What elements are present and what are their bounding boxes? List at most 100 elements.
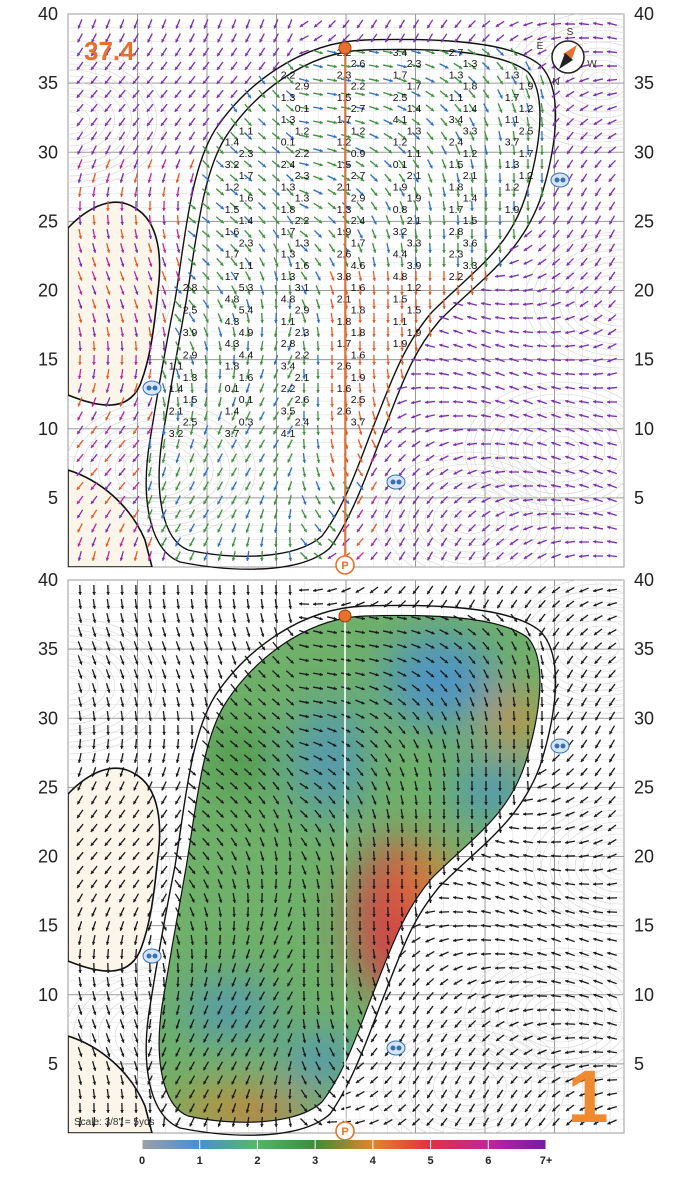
slope-value: 4.1	[393, 114, 408, 126]
slope-value: 1.5	[337, 159, 352, 171]
y-tick-label: 40	[634, 4, 654, 24]
slope-value: 1.3	[281, 114, 296, 126]
slope-value: 2.2	[295, 148, 310, 160]
slope-value: 2.6	[295, 394, 310, 406]
slope-value: 2.1	[463, 170, 478, 182]
slope-value: 0.1	[295, 103, 310, 115]
bottom-sprinkler-icon-right	[550, 738, 570, 754]
slope-value: 2.3	[295, 327, 310, 339]
slope-value: 3.1	[295, 282, 310, 294]
top-y-axis-right: 5 10 15 20 25 30 35 40	[634, 4, 654, 508]
y-tick-label: 35	[634, 639, 654, 659]
bottom-sprinkler-icon-left	[142, 948, 162, 964]
y-tick-label: 5	[634, 488, 644, 508]
slope-value: 2.5	[183, 417, 198, 429]
slope-value: 2.4	[281, 159, 296, 171]
slope-value: 1.8	[225, 361, 240, 373]
slope-value: 2.7	[351, 170, 366, 182]
slope-value: 2.3	[337, 69, 352, 81]
slope-value: 3.4	[393, 47, 408, 59]
slope-value: 1.5	[393, 293, 408, 305]
slope-value: 3.2	[225, 159, 240, 171]
compass-icon: S W E N	[537, 27, 598, 88]
slope-value: 1.6	[337, 383, 352, 395]
slope-value: 1.2	[393, 137, 408, 149]
bottom-panel: P Scale: 3/8" = 5yds 1	[67, 579, 625, 1141]
y-tick-label: 25	[38, 211, 58, 231]
y-tick-label: 40	[38, 4, 58, 24]
slope-value: 1.8	[281, 204, 296, 216]
slope-value: 0.8	[393, 204, 408, 216]
scale-label: Scale: 3/8" = 5yds	[74, 1117, 155, 1128]
bottom-sprinkler-icon-bottom	[386, 1040, 406, 1056]
top-sprinkler-icon-right	[550, 172, 570, 188]
color-legend-label: 6	[485, 1155, 491, 1167]
slope-value: 1.4	[169, 383, 184, 395]
slope-value: 1.6	[225, 226, 240, 238]
slope-value: 5.3	[239, 282, 254, 294]
slope-value: 1.1	[239, 260, 254, 272]
slope-value: 5.4	[239, 305, 254, 317]
color-legend-label: 3	[312, 1155, 318, 1167]
slope-value: 2.6	[351, 58, 366, 70]
slope-value: 1.3	[281, 271, 296, 283]
color-legend-label: 0	[139, 1155, 145, 1167]
top-green-outline	[158, 48, 541, 558]
slope-value: 1.9	[393, 181, 408, 193]
bottom-y-axis-left: 5 10 15 20 25 30 35 40	[38, 570, 58, 1074]
slope-value: 3.2	[169, 428, 184, 440]
color-legend-label: 4	[370, 1155, 377, 1167]
y-tick-label: 35	[38, 73, 58, 93]
compass-e: E	[537, 41, 544, 52]
slope-value: 1.5	[407, 305, 422, 317]
y-tick-label: 20	[38, 847, 58, 867]
slope-value: 1.2	[505, 181, 520, 193]
slope-value: 1.8	[351, 327, 366, 339]
slope-value: 1.3	[337, 204, 352, 216]
y-tick-label: 30	[38, 142, 58, 162]
slope-value: 1.7	[225, 249, 240, 261]
slope-value: 3.3	[407, 237, 422, 249]
top-tee-marker-icon: P	[335, 555, 355, 575]
slope-value: 1.2	[407, 282, 422, 294]
slope-value: 1.7	[519, 148, 534, 160]
slope-value: 2.6	[337, 361, 352, 373]
y-tick-label: 5	[48, 1054, 58, 1074]
color-legend-label: 5	[428, 1155, 434, 1167]
slope-value: 2.1	[407, 170, 422, 182]
slope-value: 1.7	[407, 81, 422, 93]
slope-value: 1.9	[407, 193, 422, 205]
slope-value: 1.1	[407, 148, 422, 160]
y-tick-label: 5	[634, 1054, 644, 1074]
slope-value: 1.3	[449, 69, 464, 81]
slope-value: 3.7	[351, 417, 366, 429]
slope-value: 1.1	[449, 92, 464, 104]
slope-value: 2.8	[449, 226, 464, 238]
compass-s: S	[567, 27, 574, 38]
slope-value: 3.2	[393, 226, 408, 238]
y-tick-label: 10	[634, 985, 654, 1005]
slope-value: 2.2	[449, 271, 464, 283]
slope-value: 1.7	[505, 92, 520, 104]
slope-value: 1.2	[463, 148, 478, 160]
y-tick-label: 20	[634, 847, 654, 867]
color-legend-bar	[142, 1140, 546, 1149]
color-legend-label: 2	[254, 1155, 260, 1167]
slope-value: 0.1	[239, 394, 254, 406]
slope-value: 1.6	[239, 372, 254, 384]
slope-value: 2.8	[281, 338, 296, 350]
y-tick-label: 30	[634, 708, 654, 728]
y-tick-label: 35	[634, 73, 654, 93]
slope-value: 1.2	[519, 170, 534, 182]
slope-value: 2.2	[281, 69, 296, 81]
slope-value: 1.7	[225, 271, 240, 283]
y-tick-label: 40	[634, 570, 654, 590]
slope-value: 1.7	[337, 114, 352, 126]
y-tick-label: 10	[38, 985, 58, 1005]
slope-value: 2.1	[407, 215, 422, 227]
slope-value: 4.4	[393, 249, 408, 261]
slope-value: 4.3	[225, 338, 240, 350]
slope-value: 1.2	[295, 125, 310, 137]
slope-value: 1.7	[239, 170, 254, 182]
slope-value: 3.5	[281, 405, 296, 417]
